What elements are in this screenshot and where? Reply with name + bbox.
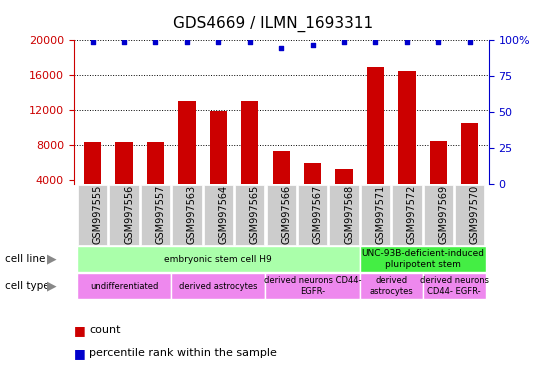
FancyBboxPatch shape xyxy=(171,273,265,299)
Text: percentile rank within the sample: percentile rank within the sample xyxy=(89,348,277,358)
Point xyxy=(371,39,380,45)
Text: ▶: ▶ xyxy=(47,253,57,266)
Text: UNC-93B-deficient-induced
pluripotent stem: UNC-93B-deficient-induced pluripotent st… xyxy=(361,250,484,269)
Point xyxy=(120,39,128,45)
Point xyxy=(277,45,286,51)
Bar xyxy=(84,142,101,215)
Bar xyxy=(367,66,384,215)
Text: derived neurons
CD44- EGFR-: derived neurons CD44- EGFR- xyxy=(419,276,489,296)
Point xyxy=(465,39,474,45)
Point xyxy=(214,39,223,45)
Point xyxy=(402,39,411,45)
Bar xyxy=(147,142,164,215)
Text: GSM997565: GSM997565 xyxy=(250,185,260,244)
Bar xyxy=(241,101,258,215)
Bar xyxy=(304,163,321,215)
Text: cell type: cell type xyxy=(5,281,50,291)
FancyBboxPatch shape xyxy=(265,273,360,299)
Point xyxy=(88,39,97,45)
Text: GSM997572: GSM997572 xyxy=(407,184,417,244)
Text: cell line: cell line xyxy=(5,254,46,264)
Bar xyxy=(398,71,416,215)
FancyBboxPatch shape xyxy=(77,273,171,299)
Text: undifferentiated: undifferentiated xyxy=(90,281,158,291)
Point xyxy=(151,39,160,45)
Point xyxy=(245,39,254,45)
Text: GSM997555: GSM997555 xyxy=(93,184,103,244)
Text: GSM997571: GSM997571 xyxy=(376,185,385,244)
FancyBboxPatch shape xyxy=(360,246,485,272)
Bar xyxy=(335,169,353,215)
Text: derived astrocytes: derived astrocytes xyxy=(179,281,258,291)
Bar xyxy=(430,141,447,215)
Bar xyxy=(461,123,478,215)
Text: GSM997570: GSM997570 xyxy=(470,185,480,244)
Point xyxy=(340,39,348,45)
Text: embryonic stem cell H9: embryonic stem cell H9 xyxy=(164,255,272,264)
Bar xyxy=(178,101,195,215)
Text: GSM997564: GSM997564 xyxy=(218,185,228,244)
FancyBboxPatch shape xyxy=(77,246,360,272)
FancyBboxPatch shape xyxy=(360,273,423,299)
Text: GSM997556: GSM997556 xyxy=(124,185,134,244)
Text: ■: ■ xyxy=(74,324,86,337)
Text: ■: ■ xyxy=(74,347,86,360)
Text: GDS4669 / ILMN_1693311: GDS4669 / ILMN_1693311 xyxy=(173,15,373,31)
Text: derived
astrocytes: derived astrocytes xyxy=(369,276,413,296)
Point xyxy=(434,39,443,45)
Text: GSM997569: GSM997569 xyxy=(438,185,448,244)
Text: GSM997568: GSM997568 xyxy=(344,185,354,244)
Point xyxy=(182,39,191,45)
Text: GSM997557: GSM997557 xyxy=(156,184,165,244)
Text: GSM997567: GSM997567 xyxy=(313,185,323,244)
Text: ▶: ▶ xyxy=(47,280,57,293)
Bar xyxy=(210,111,227,215)
Text: derived neurons CD44-
EGFR-: derived neurons CD44- EGFR- xyxy=(264,276,361,296)
Text: GSM997563: GSM997563 xyxy=(187,185,197,244)
Text: GSM997566: GSM997566 xyxy=(281,185,291,244)
Bar xyxy=(272,151,290,215)
Point xyxy=(308,41,317,48)
Text: count: count xyxy=(89,325,121,335)
FancyBboxPatch shape xyxy=(423,273,485,299)
Bar xyxy=(115,142,133,215)
